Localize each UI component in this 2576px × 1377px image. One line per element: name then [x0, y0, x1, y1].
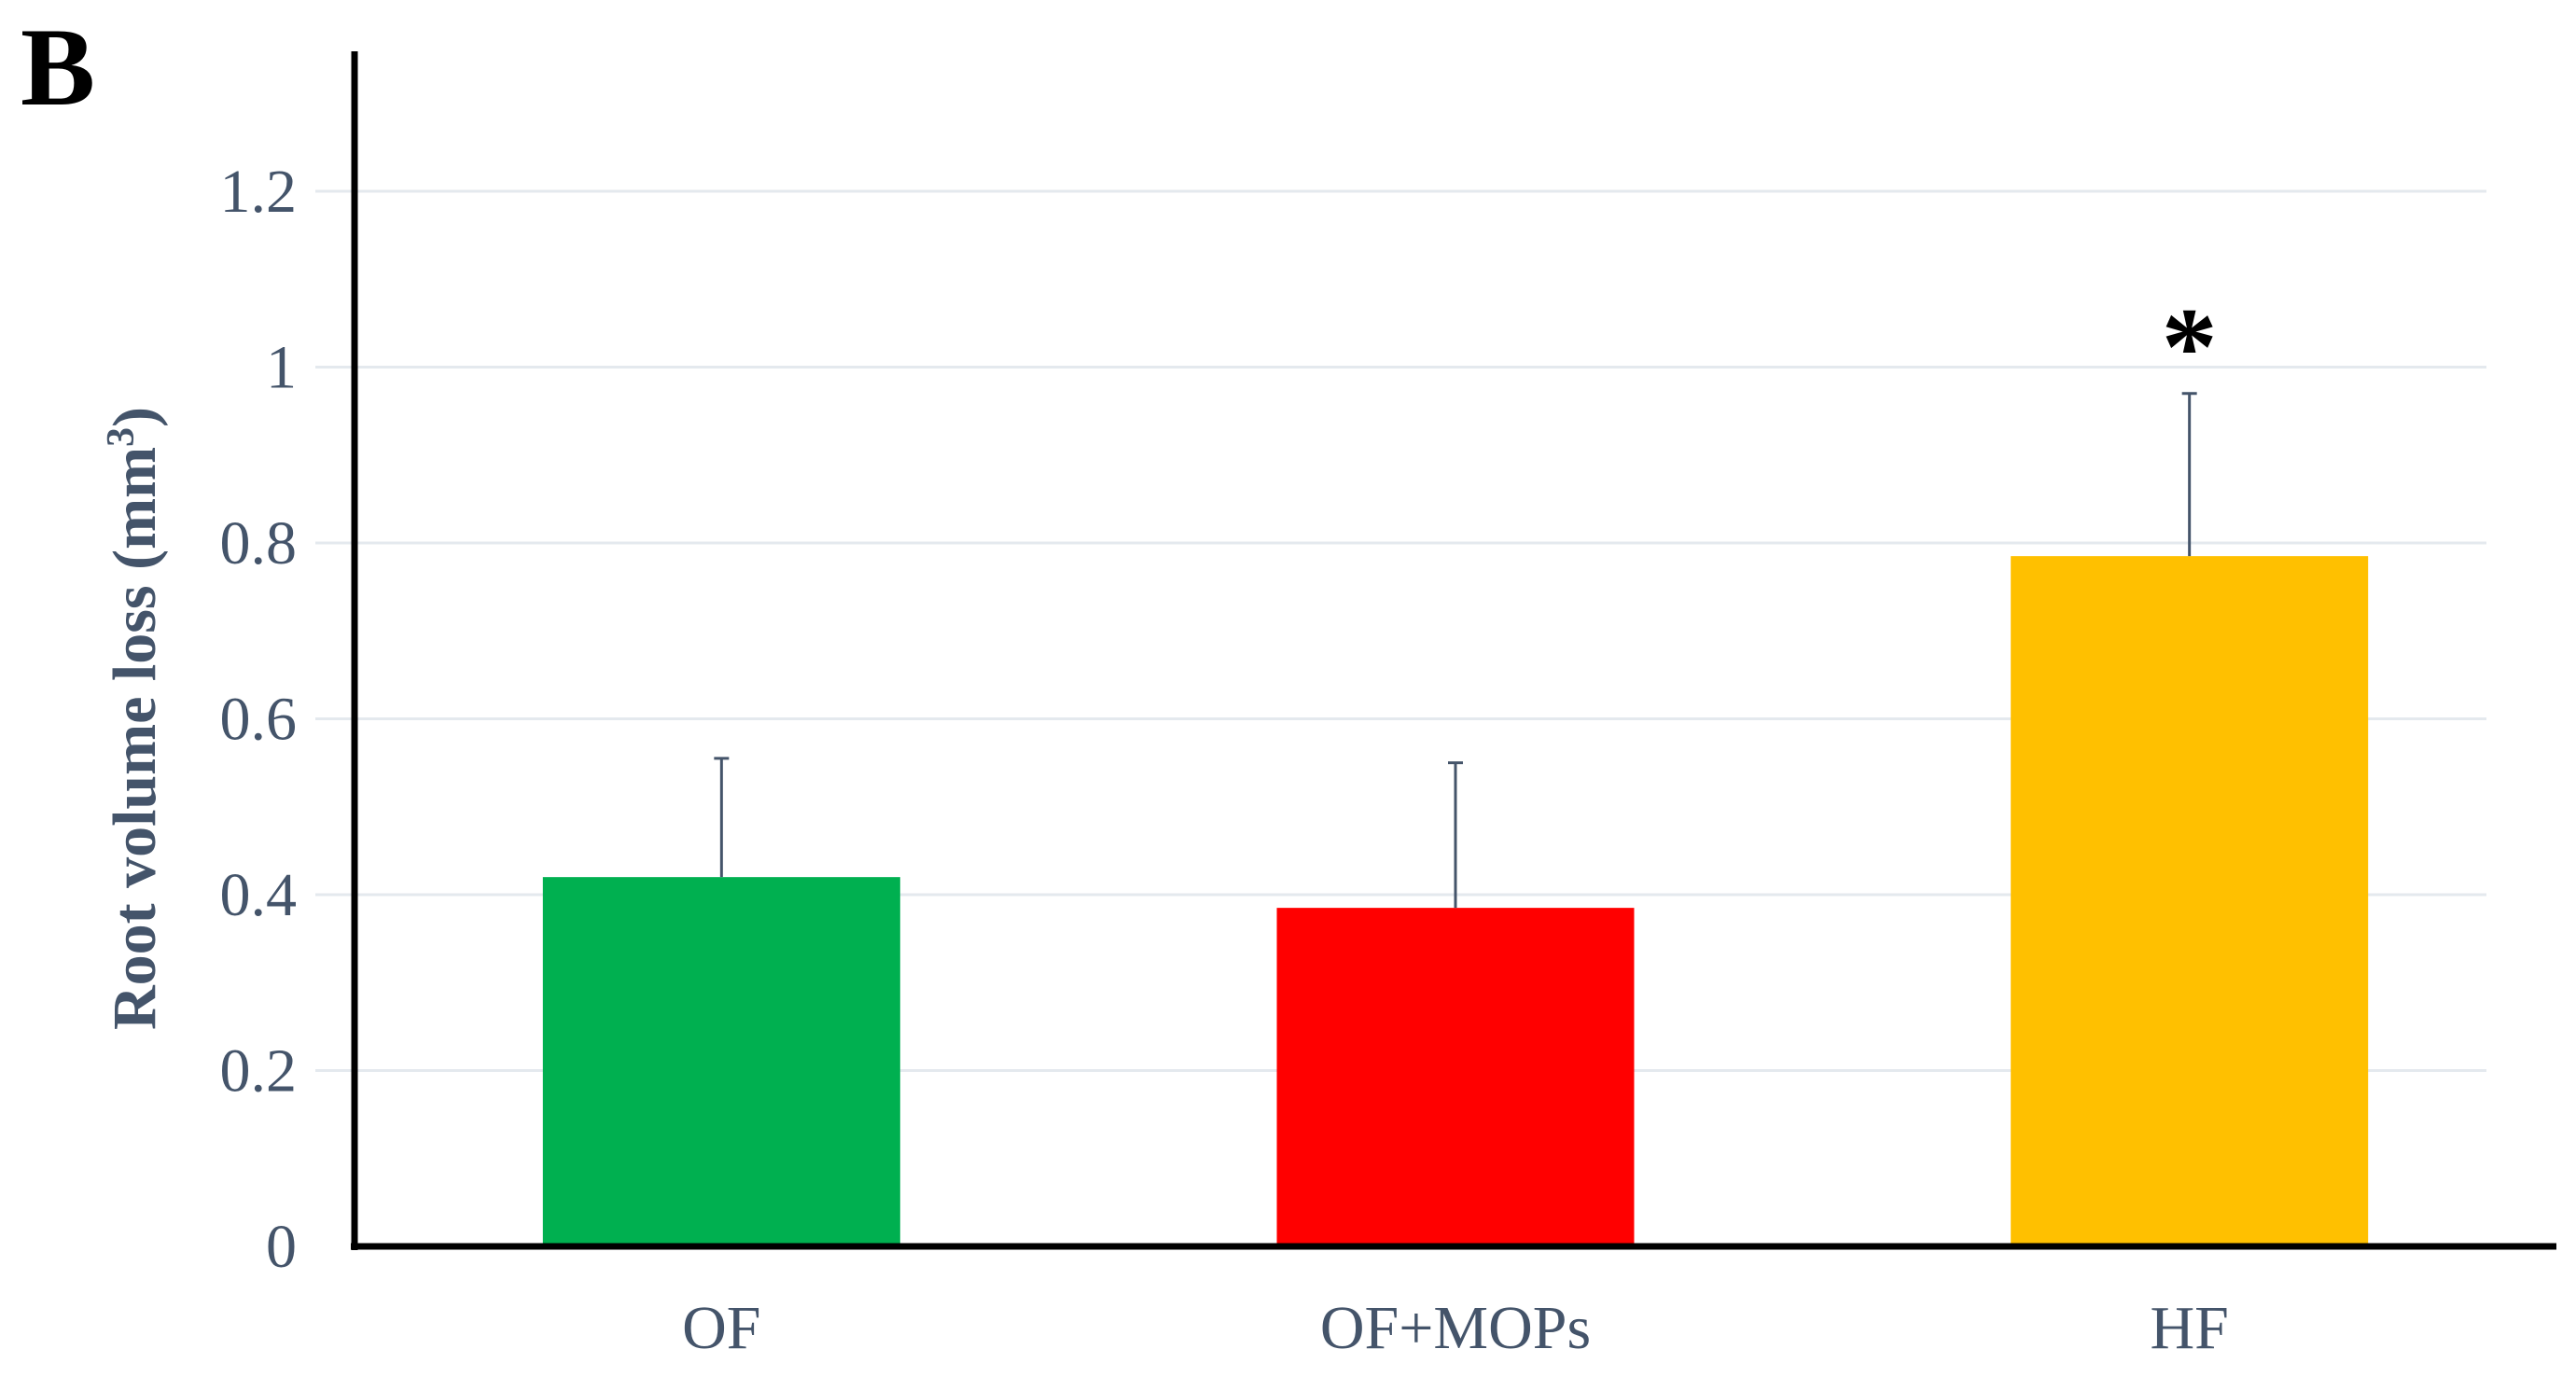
bar: [2011, 556, 2369, 1246]
y-tick-label: 0.6: [220, 686, 298, 754]
bar: [1276, 908, 1635, 1246]
annotations: *: [2162, 285, 2218, 409]
y-tick-label: 1.2: [220, 158, 298, 226]
x-tick-labels: OF OF+MOPs HF: [682, 1294, 2229, 1362]
y-axis-label-superscript: 3: [100, 427, 143, 447]
y-axis-label-main: Root volume loss (mm: [101, 447, 169, 1030]
y-tick-label: 0.2: [220, 1037, 298, 1106]
x-tick-label: HF: [2150, 1294, 2228, 1362]
x-tick-label: OF: [682, 1294, 760, 1362]
axes: [351, 51, 2556, 1250]
y-tick-label: 0.4: [220, 861, 298, 929]
error-bars: [714, 392, 2197, 909]
y-axis-label-close: ): [101, 407, 169, 427]
y-tick-labels: 0 0.2 0.4 0.6 0.8 1 1.2: [220, 158, 298, 1281]
bar: [542, 877, 900, 1246]
x-tick-label: OF+MOPs: [1320, 1294, 1591, 1362]
panel-letter: B: [21, 5, 95, 129]
y-tick-label: 0: [266, 1213, 297, 1281]
y-tick-label: 1: [266, 334, 297, 402]
significance-marker: *: [2162, 285, 2218, 409]
y-tick-label: 0.8: [220, 509, 298, 577]
y-axis-label: Root volume loss (mm3): [100, 407, 169, 1030]
bars: [542, 556, 2369, 1246]
